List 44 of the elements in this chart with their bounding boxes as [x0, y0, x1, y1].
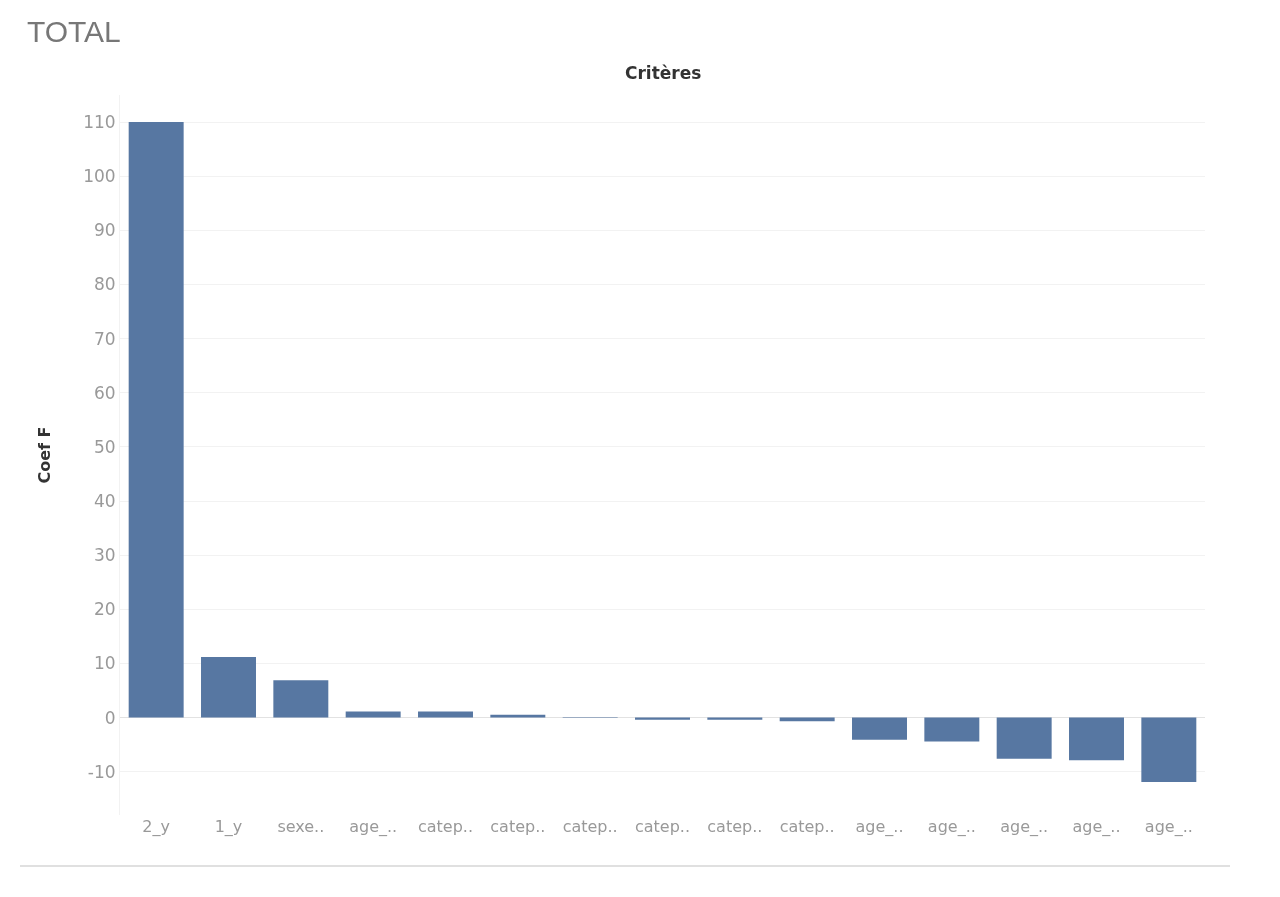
- y-tick-label: 90: [93, 220, 116, 241]
- bar: [273, 680, 329, 718]
- x-tick-label: catep..: [779, 817, 835, 836]
- bar: [707, 717, 763, 720]
- y-tick-label: 30: [93, 545, 116, 566]
- x-tick-label: sexe..: [277, 817, 325, 836]
- x-tick-label: 2_y: [142, 817, 170, 837]
- y-tick-label: -10: [87, 761, 116, 782]
- bar: [490, 714, 546, 718]
- y-tick-label: 0: [104, 707, 116, 728]
- bar: [852, 717, 907, 740]
- x-tick-label: age_..: [1072, 817, 1121, 837]
- y-axis-title: Coef F: [35, 426, 55, 484]
- x-tick-label: 1_y: [214, 817, 243, 837]
- y-tick-label: 50: [93, 436, 116, 457]
- bar: [201, 656, 256, 718]
- x-tick-label: age_..: [927, 817, 976, 837]
- bar: [996, 717, 1052, 759]
- x-tick-label: age_..: [349, 817, 398, 837]
- x-tick-label: catep..: [417, 817, 474, 836]
- y-tick-label: 100: [83, 166, 116, 187]
- bar: [1069, 717, 1124, 761]
- x-tick-label: catep..: [707, 817, 763, 836]
- x-tick-label: age_..: [1144, 817, 1193, 837]
- y-tick-label: 20: [93, 599, 116, 620]
- bar: [1141, 717, 1197, 782]
- x-tick-label: catep..: [634, 817, 691, 836]
- x-tick-label: age_..: [855, 817, 904, 837]
- chart-title: TOTAL: [26, 14, 121, 48]
- bar: [635, 717, 690, 720]
- bar: [924, 717, 980, 742]
- y-tick-label: 80: [93, 274, 116, 295]
- bar: [128, 122, 184, 718]
- x-tick-label: catep..: [562, 817, 618, 836]
- x-axis-title: Critères: [625, 63, 702, 83]
- y-tick-label: 60: [93, 382, 116, 403]
- bar: [418, 711, 473, 718]
- y-tick-label: 70: [93, 328, 116, 349]
- y-tick-label: 10: [93, 653, 116, 674]
- x-tick-label: age_..: [1000, 817, 1049, 837]
- y-tick-label: 110: [83, 112, 116, 133]
- x-tick-label: catep..: [490, 817, 546, 836]
- bar: [345, 711, 401, 718]
- y-tick-label: 40: [93, 490, 116, 511]
